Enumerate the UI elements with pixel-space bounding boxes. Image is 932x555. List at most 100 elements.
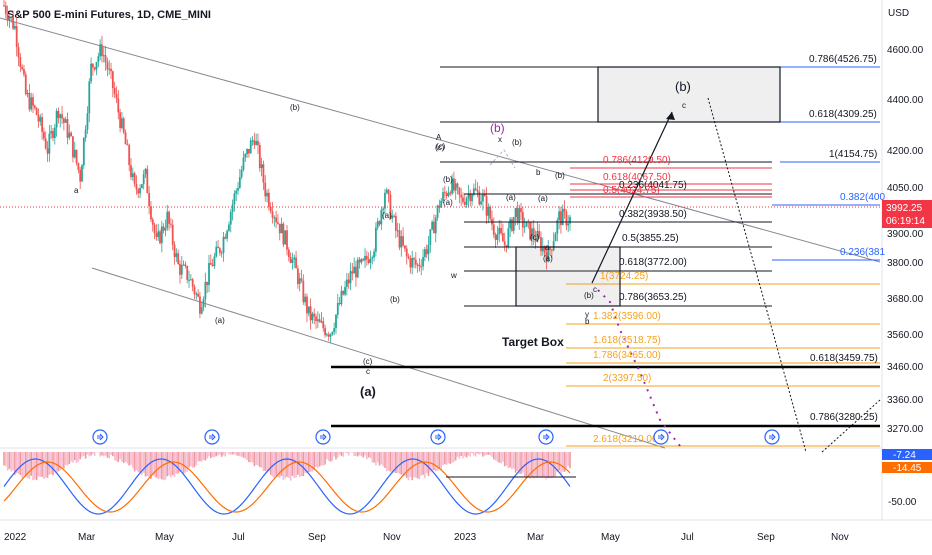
candle-body [279, 224, 281, 234]
candle-body [204, 282, 206, 299]
candle-body [393, 216, 395, 217]
indicator-histogram-bar [553, 452, 555, 476]
indicator-histogram-bar [484, 452, 486, 456]
candle-body [342, 291, 344, 295]
wave-label: c [366, 367, 370, 376]
indicator-histogram-bar [252, 452, 254, 462]
indicator-histogram-bar [32, 452, 34, 480]
indicator-histogram-bar [205, 452, 207, 460]
candle-body [83, 138, 85, 165]
event-arrow-icon[interactable] [765, 430, 779, 444]
candle-body [399, 230, 401, 247]
time-tick: Mar [78, 532, 96, 543]
indicator-histogram-bar [482, 452, 484, 457]
indicator-histogram-bar [330, 452, 332, 462]
indicator-histogram-bar [557, 452, 559, 472]
candle-body [386, 190, 388, 193]
candle-body [67, 119, 69, 138]
candle-body [43, 132, 45, 139]
wave-label: x [498, 135, 502, 144]
event-arrow-icon[interactable] [205, 430, 219, 444]
candle-body [486, 196, 488, 216]
fib-label: 0.618(3459.75) [810, 353, 878, 364]
indicator-histogram-bar [63, 452, 65, 469]
candle-body [353, 267, 355, 274]
candle-body [215, 247, 217, 257]
fib-label: 0.786(4526.75) [809, 54, 877, 65]
fib-label: 0.5(4024.75) [603, 185, 660, 196]
candle-body [201, 307, 203, 313]
candle-body [555, 234, 557, 241]
event-arrow-icon[interactable] [539, 430, 553, 444]
indicator-histogram-bar [353, 452, 355, 456]
candle-body [462, 198, 464, 202]
indicator-histogram-bar [185, 452, 187, 472]
candle-body [107, 62, 109, 69]
candle-body [199, 297, 201, 314]
candle-body [337, 303, 339, 315]
indicator-histogram-bar [67, 452, 69, 465]
indicator-histogram-bar [61, 452, 63, 468]
candle-body [12, 17, 14, 29]
candle-body [384, 193, 386, 209]
candle-body [110, 69, 112, 71]
indicator-histogram-bar [286, 452, 288, 477]
candle-body [324, 328, 326, 335]
indicator-histogram-bar [195, 452, 197, 465]
candle-body [10, 17, 12, 18]
candle-body [97, 56, 99, 62]
event-arrow-icon[interactable] [316, 430, 330, 444]
event-arrow-icon[interactable] [654, 430, 668, 444]
price-tick: 3360.00 [887, 395, 924, 406]
price-tick: 4400.00 [887, 95, 924, 106]
candle-body [348, 280, 350, 284]
wave-label: b [536, 168, 541, 177]
candle-body [295, 258, 297, 269]
candle-body [360, 259, 362, 262]
candle-body [39, 117, 41, 121]
wave-b-target-box[interactable] [598, 67, 780, 122]
indicator-histogram-bar [382, 452, 384, 466]
indicator-histogram-bar [23, 452, 25, 478]
indicator-histogram-bar [145, 452, 147, 476]
candle-body [395, 216, 397, 231]
event-arrow-icon[interactable] [431, 430, 445, 444]
candle-body [366, 256, 368, 259]
candle-body [313, 314, 315, 317]
candle-body [328, 334, 330, 336]
indicator-histogram-bar [346, 452, 348, 453]
candle-body [232, 204, 234, 212]
indicator-histogram-bar [270, 452, 272, 475]
candle-body [304, 297, 306, 302]
indicator-histogram-bar [497, 452, 499, 462]
candle-body [335, 315, 337, 328]
time-tick: 2022 [4, 532, 27, 543]
candle-body [36, 108, 38, 115]
candle-body [560, 211, 562, 225]
candle-body [47, 148, 49, 153]
indicator-histogram-bar [315, 452, 317, 467]
indicator-histogram-bar [199, 452, 201, 461]
indicator-histogram-bar [235, 452, 237, 456]
candle-body [112, 71, 114, 88]
indicator-histogram-bar [515, 452, 517, 473]
fib-label: 1.382(3596.00) [593, 311, 661, 322]
indicator-histogram-bar [326, 452, 328, 459]
candle-body [210, 263, 212, 265]
event-arrow-icon[interactable] [93, 430, 107, 444]
candle-body [181, 265, 183, 275]
candle-body [90, 64, 92, 82]
candle-body [288, 250, 290, 257]
indicator-histogram-bar [410, 452, 412, 477]
price-tick: 3560.00 [887, 330, 924, 341]
candle-body [448, 192, 450, 196]
candle-body [315, 317, 317, 322]
wave-label: (b) [555, 171, 565, 180]
price-tick: 3900.00 [887, 229, 924, 240]
indicator-histogram-bar [74, 452, 76, 460]
candle-body [302, 281, 304, 302]
wave-label: c [593, 285, 597, 294]
candle-body [88, 81, 90, 113]
